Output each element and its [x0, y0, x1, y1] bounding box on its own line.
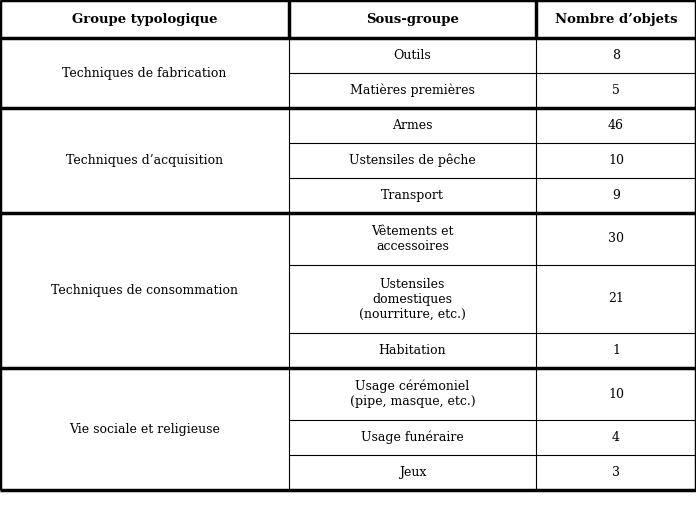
- Text: 3: 3: [612, 466, 620, 479]
- Text: 46: 46: [608, 119, 624, 132]
- Text: 8: 8: [612, 49, 620, 62]
- Text: Jeux: Jeux: [399, 466, 426, 479]
- Text: 10: 10: [608, 388, 624, 401]
- Text: Techniques de consommation: Techniques de consommation: [51, 284, 238, 297]
- Text: Usage cérémoniel
(pipe, masque, etc.): Usage cérémoniel (pipe, masque, etc.): [349, 380, 475, 408]
- Text: Ustensiles de pêche: Ustensiles de pêche: [349, 154, 476, 168]
- Text: Sous-groupe: Sous-groupe: [366, 12, 459, 25]
- Text: Armes: Armes: [392, 119, 433, 132]
- Text: Transport: Transport: [381, 189, 444, 202]
- Text: 21: 21: [608, 293, 624, 306]
- Text: Ustensiles
domestiques
(nourriture, etc.): Ustensiles domestiques (nourriture, etc.…: [359, 278, 466, 321]
- Text: 5: 5: [612, 84, 620, 97]
- Text: 30: 30: [608, 233, 624, 246]
- Text: Techniques de fabrication: Techniques de fabrication: [62, 67, 227, 80]
- Text: 4: 4: [612, 431, 620, 444]
- Text: Vie sociale et religieuse: Vie sociale et religieuse: [69, 422, 220, 435]
- Text: 10: 10: [608, 154, 624, 167]
- Text: 9: 9: [612, 189, 620, 202]
- Text: Techniques d’acquisition: Techniques d’acquisition: [66, 154, 223, 167]
- Text: Vêtements et
accessoires: Vêtements et accessoires: [371, 225, 454, 253]
- Text: 1: 1: [612, 344, 620, 357]
- Text: Groupe typologique: Groupe typologique: [72, 12, 217, 25]
- Text: Outils: Outils: [393, 49, 432, 62]
- Text: Matières premières: Matières premières: [350, 84, 475, 97]
- Text: Habitation: Habitation: [379, 344, 446, 357]
- Text: Usage funéraire: Usage funéraire: [361, 431, 464, 444]
- Text: Nombre d’objets: Nombre d’objets: [555, 12, 677, 25]
